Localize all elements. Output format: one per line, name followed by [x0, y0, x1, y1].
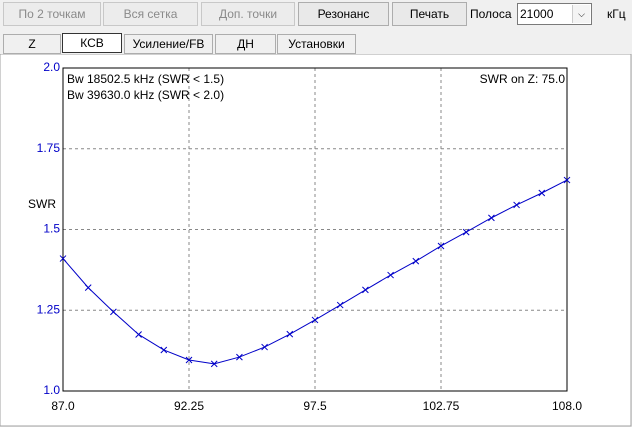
point-marker	[84, 284, 92, 291]
point-marker	[387, 271, 394, 279]
point-marker	[110, 308, 117, 316]
annotation: Bw 18502.5 kHz (SWR < 1.5)	[67, 72, 224, 86]
point-marker	[261, 343, 268, 351]
button[interactable]: Резонанс	[298, 2, 389, 26]
tab[interactable]: КСВ	[62, 33, 122, 53]
point-marker	[437, 242, 445, 250]
y-tick-label: 1.5	[43, 222, 60, 236]
y-axis-label: SWR	[28, 197, 56, 211]
plot-frame	[62, 67, 568, 392]
button[interactable]: Печать	[392, 2, 467, 26]
band-label: Полоса	[470, 7, 512, 21]
band-value: 21000	[520, 7, 554, 21]
point-marker	[538, 189, 546, 197]
x-tick-label: 102.75	[423, 399, 460, 413]
point-marker	[185, 356, 193, 364]
point-marker	[412, 257, 420, 265]
dropdown-arrow[interactable]: ⌵	[572, 5, 590, 23]
button[interactable]: Доп. точки	[201, 2, 295, 26]
point-marker	[336, 301, 344, 309]
point-marker	[513, 201, 520, 209]
point-marker	[563, 176, 571, 184]
x-tick-label: 87.0	[51, 399, 75, 413]
point-marker	[135, 331, 142, 338]
point-marker	[160, 346, 168, 354]
x-tick-label: 97.5	[303, 399, 327, 413]
band-select[interactable]: 21000 ⌵	[517, 3, 592, 25]
tab[interactable]: ДН	[215, 34, 276, 54]
point-marker	[286, 330, 294, 338]
tab[interactable]: Установки	[277, 34, 356, 54]
point-marker	[236, 353, 243, 361]
point-marker	[311, 316, 319, 324]
annotation: SWR on Z: 75.0	[480, 72, 566, 86]
point-marker	[362, 286, 369, 294]
button[interactable]: По 2 точкам	[3, 2, 101, 26]
y-tick-label: 2.0	[43, 60, 60, 74]
annotation: Bw 39630.0 kHz (SWR < 2.0)	[67, 88, 224, 102]
button[interactable]: Вся сетка	[103, 2, 198, 26]
tab[interactable]: Z	[3, 34, 61, 54]
point-marker	[462, 228, 470, 236]
chart: SWR 1.0 1.25 1.5 1.75 2.0 87.0 92.25 97.5 102.75…	[0, 54, 632, 427]
point-marker	[210, 360, 218, 368]
y-tick-label: 1.75	[37, 141, 61, 155]
y-tick-label: 1.0	[43, 383, 60, 397]
y-tick-label: 1.25	[37, 302, 61, 316]
tab[interactable]: Усиление/FB	[124, 34, 213, 54]
point-marker	[59, 255, 67, 262]
x-tick-label: 108.0	[552, 399, 582, 413]
x-tick-label: 92.25	[174, 399, 204, 413]
band-unit: кГц	[607, 7, 626, 21]
point-marker	[488, 214, 495, 222]
